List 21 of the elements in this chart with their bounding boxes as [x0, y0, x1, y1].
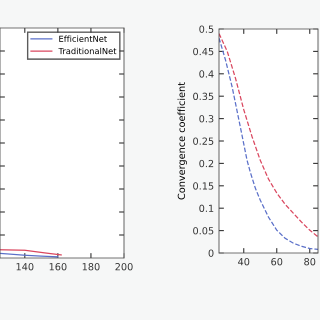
y-tick-label: 0.2	[199, 160, 214, 168]
x-tick-label: 60	[271, 258, 282, 266]
y-tick-label: 0.35	[193, 92, 214, 100]
y-tick-label: 0.05	[193, 227, 214, 234]
y-tick-label: 0.4	[199, 70, 214, 78]
y-tick-label: 0.1	[199, 204, 214, 212]
y-tick-label: 0.45	[193, 48, 214, 56]
x-tick-label: 140	[16, 263, 34, 270]
legend-label: TraditionalNet	[58, 48, 116, 54]
x-tick-label: 160	[50, 263, 66, 270]
x-tick-label: 40	[238, 258, 250, 266]
y-tick-label: 0	[208, 249, 214, 257]
y-tick-label: 0.25	[193, 137, 214, 145]
y-tick-label: 0.15	[193, 182, 214, 190]
legend-label: EfficientNet	[59, 36, 107, 42]
x-tick-label: 180	[82, 263, 100, 270]
y-tick-label: 0.5	[199, 25, 214, 33]
x-tick-label: 80	[304, 258, 316, 266]
y-axis-title: Convergence coefficient	[178, 82, 187, 200]
x-tick-label: 200	[115, 263, 133, 270]
y-tick-label: 0.3	[199, 115, 214, 122]
